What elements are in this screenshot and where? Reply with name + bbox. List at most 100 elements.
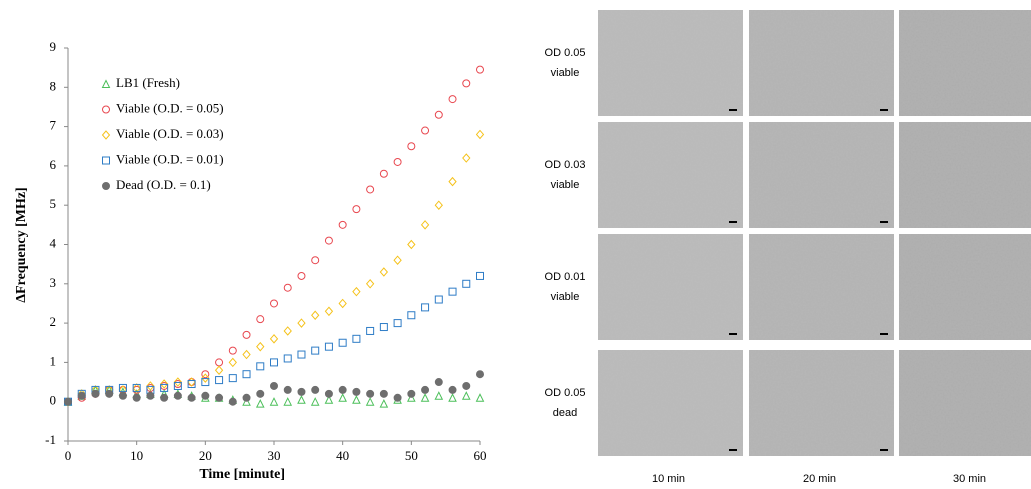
marker — [132, 383, 141, 392]
marker — [365, 279, 375, 289]
marker — [393, 255, 402, 265]
marker — [352, 205, 361, 214]
marker — [352, 387, 361, 396]
micrograph-texture — [749, 122, 894, 228]
column-label: 30 min — [953, 473, 986, 485]
legend-marker — [101, 130, 111, 140]
marker — [201, 373, 210, 383]
marker — [187, 393, 196, 402]
row-label: OD 0.05 — [545, 387, 586, 399]
marker — [283, 326, 292, 336]
x-axis-label: Time [minute] — [199, 467, 285, 482]
marker — [366, 326, 375, 335]
marker — [160, 393, 169, 402]
marker — [201, 378, 210, 387]
marker — [448, 385, 457, 394]
marker — [242, 370, 251, 379]
marker — [461, 391, 471, 400]
x-tick-label: 50 — [405, 448, 418, 463]
marker — [297, 387, 306, 396]
marker — [476, 271, 484, 280]
marker — [352, 286, 361, 297]
marker — [228, 374, 237, 383]
marker — [324, 236, 333, 245]
micrograph-texture — [598, 350, 743, 456]
marker — [269, 397, 279, 406]
marker — [476, 65, 484, 74]
marker — [407, 311, 416, 320]
marker — [146, 391, 155, 400]
marker — [476, 370, 484, 379]
marker — [256, 362, 265, 371]
row-label: viable — [551, 67, 580, 79]
marker — [338, 393, 347, 402]
marker — [242, 330, 251, 339]
legend-label: Viable (O.D. = 0.05) — [116, 100, 224, 115]
marker — [420, 393, 430, 402]
marker — [242, 393, 251, 402]
marker — [228, 357, 237, 368]
marker — [159, 379, 169, 389]
micrograph-texture — [899, 10, 1031, 116]
marker — [352, 395, 361, 404]
marker — [132, 393, 141, 402]
y-tick-label: 0 — [50, 393, 57, 408]
y-tick-label: 1 — [50, 353, 57, 368]
marker — [421, 303, 430, 312]
marker — [407, 239, 416, 250]
marker — [407, 389, 416, 398]
marker — [324, 389, 333, 398]
marker — [215, 358, 224, 367]
marker — [311, 346, 320, 355]
marker — [297, 395, 306, 404]
row-label: dead — [553, 407, 577, 419]
marker — [434, 391, 444, 400]
legend-marker — [102, 105, 110, 114]
marker — [448, 393, 457, 402]
marker — [201, 391, 210, 400]
marker — [228, 346, 237, 355]
y-tick-label: 6 — [50, 157, 57, 172]
marker — [366, 389, 375, 398]
x-tick-label: 20 — [199, 448, 212, 463]
marker — [338, 298, 347, 309]
marker — [311, 310, 320, 320]
marker — [379, 323, 388, 332]
marker — [187, 380, 196, 389]
row-label: OD 0.05 — [545, 47, 586, 59]
marker — [421, 385, 430, 394]
marker — [475, 393, 485, 402]
marker — [338, 338, 347, 347]
marker — [283, 283, 292, 292]
marker — [434, 378, 443, 387]
marker — [462, 279, 471, 288]
marker — [462, 153, 471, 163]
y-axis-label: ΔFrequency [MHz] — [14, 187, 29, 302]
marker — [379, 267, 389, 277]
marker — [379, 399, 389, 408]
marker — [324, 306, 334, 317]
marker — [228, 397, 237, 406]
row-label: viable — [551, 179, 580, 191]
marker — [393, 157, 402, 166]
marker — [214, 365, 224, 376]
marker — [366, 185, 375, 194]
marker — [393, 319, 402, 328]
marker — [434, 295, 443, 304]
marker — [269, 334, 279, 344]
marker — [448, 287, 457, 296]
micrograph-texture — [749, 350, 894, 456]
y-tick-label: 3 — [50, 275, 57, 290]
micrograph-texture — [749, 234, 894, 340]
marker — [256, 389, 265, 398]
marker — [118, 391, 127, 400]
marker — [338, 220, 347, 229]
micrograph-texture — [598, 122, 743, 228]
legend-marker — [101, 79, 111, 88]
marker — [434, 110, 443, 119]
marker — [297, 271, 306, 280]
marker — [475, 129, 485, 140]
marker — [201, 370, 210, 379]
row-label: OD 0.01 — [545, 271, 586, 283]
marker — [407, 393, 416, 402]
